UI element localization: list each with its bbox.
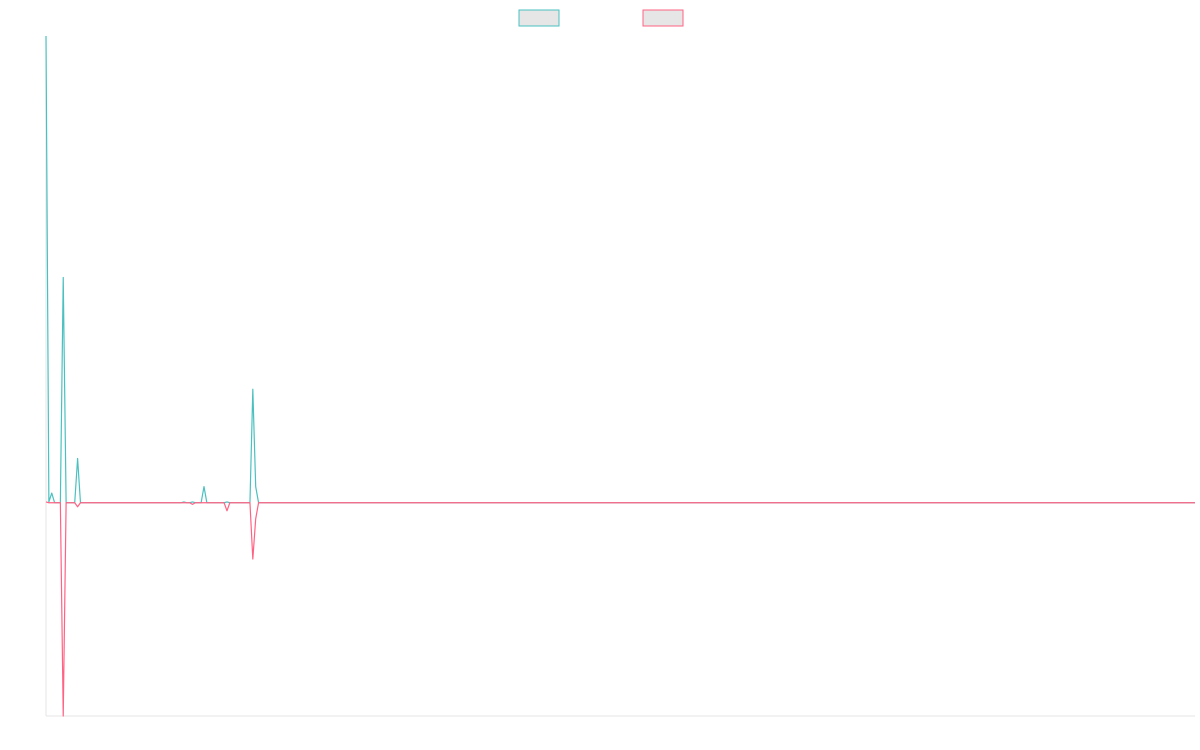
legend [518,9,684,27]
series-line-1 [45,35,1195,504]
legend-item-1 [518,9,560,27]
axes [45,36,1195,717]
legend-swatch-2 [642,9,684,27]
plot-area [45,35,1195,717]
series-line-2 [45,501,1195,717]
legend-item-2 [642,9,684,27]
legend-swatch-1 [518,9,560,27]
